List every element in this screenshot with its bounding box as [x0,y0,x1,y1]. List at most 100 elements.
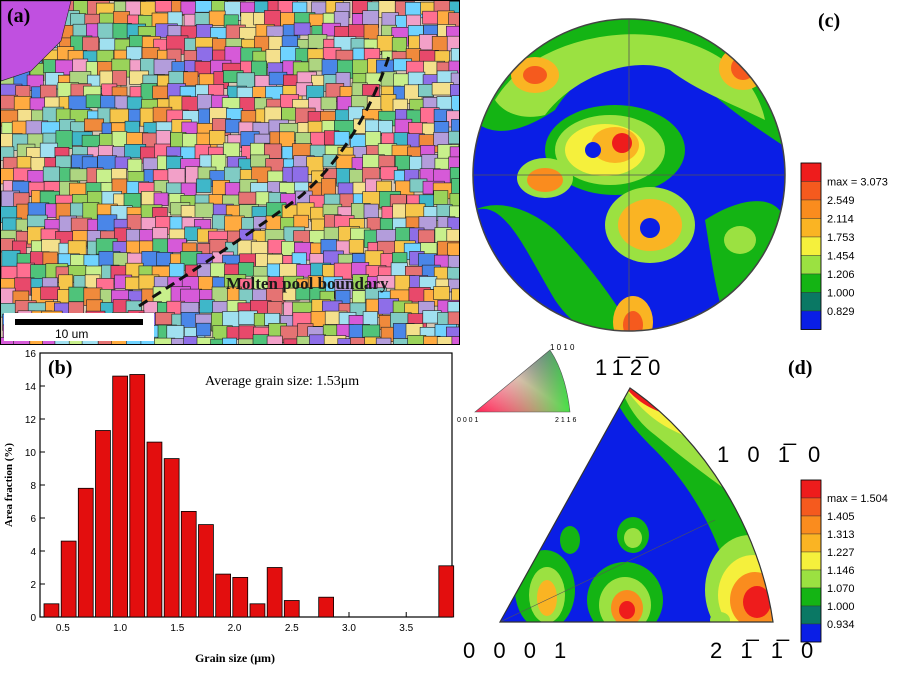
histogram-bar [60,540,77,618]
legend-swatch [800,497,822,517]
grain [392,338,416,344]
grain [448,130,459,145]
grain [17,109,34,122]
histogram-bar [266,567,283,618]
grain [196,46,213,63]
grain [225,119,241,134]
grain [13,96,32,111]
inverse-pole-figure-panel: 1 0 1 0 0 0 0 1 2 1 1 6 [455,340,911,670]
y-tick-label: 0 [30,613,36,624]
legend-label: 1.000 [827,601,855,613]
histogram-bar [77,487,94,618]
ipf-label-bottom-right: 2 1̅ 1̅ 0 [710,638,819,663]
grain [447,242,459,257]
grain [433,286,450,300]
legend-swatch [800,533,822,553]
ipf-outline [498,387,774,623]
y-tick-label: 4 [30,547,36,558]
legend-swatch [800,255,822,275]
scalebar-label: 10 um [55,327,88,341]
legend-label: 1.227 [827,547,855,559]
inverse-pole-figure-svg: 1 0 1 0 0 0 0 1 2 1 1 6 [457,343,888,663]
grain [283,338,301,344]
grain [321,178,336,196]
histogram-ylabel: Area fraction (%) [3,443,15,527]
legend-swatch [800,623,822,643]
grain [348,239,365,254]
histogram-bar [43,603,60,618]
legend-label: 1.000 [827,288,855,300]
grain [362,324,381,338]
panel-c-label: (c) [818,10,841,32]
large-grain [1,1,72,82]
grain [171,338,192,344]
ipf-color-key: 1 0 1 0 0 0 0 1 2 1 1 6 [457,343,577,424]
grain [352,59,370,75]
grain [96,49,114,63]
grain [451,178,459,196]
x-tick-label: 1.0 [113,623,127,634]
key-label-right: 2 1 1 6 [555,417,577,424]
grain [333,131,350,146]
grain [337,338,361,344]
scalebar-background [4,313,154,341]
y-tick-label: 14 [25,382,37,393]
grain [293,22,311,36]
grain [154,1,174,13]
grain [364,336,382,344]
panel-d-label: (d) [788,357,813,379]
y-tick-label: 6 [30,514,36,525]
grain [196,337,215,344]
histogram-bar [438,565,455,618]
legend-label: 1.454 [827,251,855,263]
legend-label: max = 1.504 [827,493,888,505]
histogram-bar [215,573,231,618]
grain [194,202,214,218]
grain [208,10,226,26]
legend-swatch [800,587,822,607]
legend-label: 1.070 [827,583,855,595]
key-label-top: 1 0 1 0 [550,343,575,352]
grain [42,166,61,182]
grain [183,71,199,86]
legend-swatch [800,273,822,293]
legend-label: 1.206 [827,269,855,281]
grain [180,1,196,15]
grain [127,158,143,172]
grain [152,227,168,241]
histogram-bar [198,524,214,618]
histogram-bar [163,458,180,618]
legend-label: 0.934 [827,619,855,631]
legend-swatch [800,162,822,182]
grain [82,202,100,220]
panel-a-label: (a) [7,5,31,27]
pole-figure-axis-label: 11̅2̅0 [595,355,666,380]
histogram-xlabel: Grain size (μm) [195,651,275,665]
grain [152,85,171,99]
grain [433,190,449,206]
grain [196,178,212,193]
pole-figure-outline [472,18,786,332]
grain [377,120,393,134]
grain [112,70,127,86]
ipf-label-bottom-left: 0 0 0 1 [463,638,572,663]
y-tick-label: 2 [30,580,36,591]
pole-figure-contours [473,19,785,331]
legend-label: 1.313 [827,529,855,541]
histogram-bar [112,375,128,618]
ebsd-map-image: Molten pool boundary 10 um [1,1,459,344]
average-grain-size-annotation: Average grain size: 1.53μm [205,374,359,389]
grain [417,84,434,98]
grain-size-histogram: 0 2 4 6 8 10 12 14 16 0.5 1.0 1.5 2.0 2.5 3.0 3.5 Grain… [0,345,460,670]
legend-swatch [800,181,822,201]
grain [209,130,226,145]
x-tick-label: 2.5 [285,623,299,634]
grain [447,311,459,325]
grain [308,13,325,27]
ipf-contours [500,388,773,622]
molten-pool-boundary-label: Molten pool boundary [226,274,389,293]
legend-label: 0.829 [827,306,855,318]
grain [210,338,226,344]
legend-swatch [800,479,822,499]
grain [363,24,379,40]
